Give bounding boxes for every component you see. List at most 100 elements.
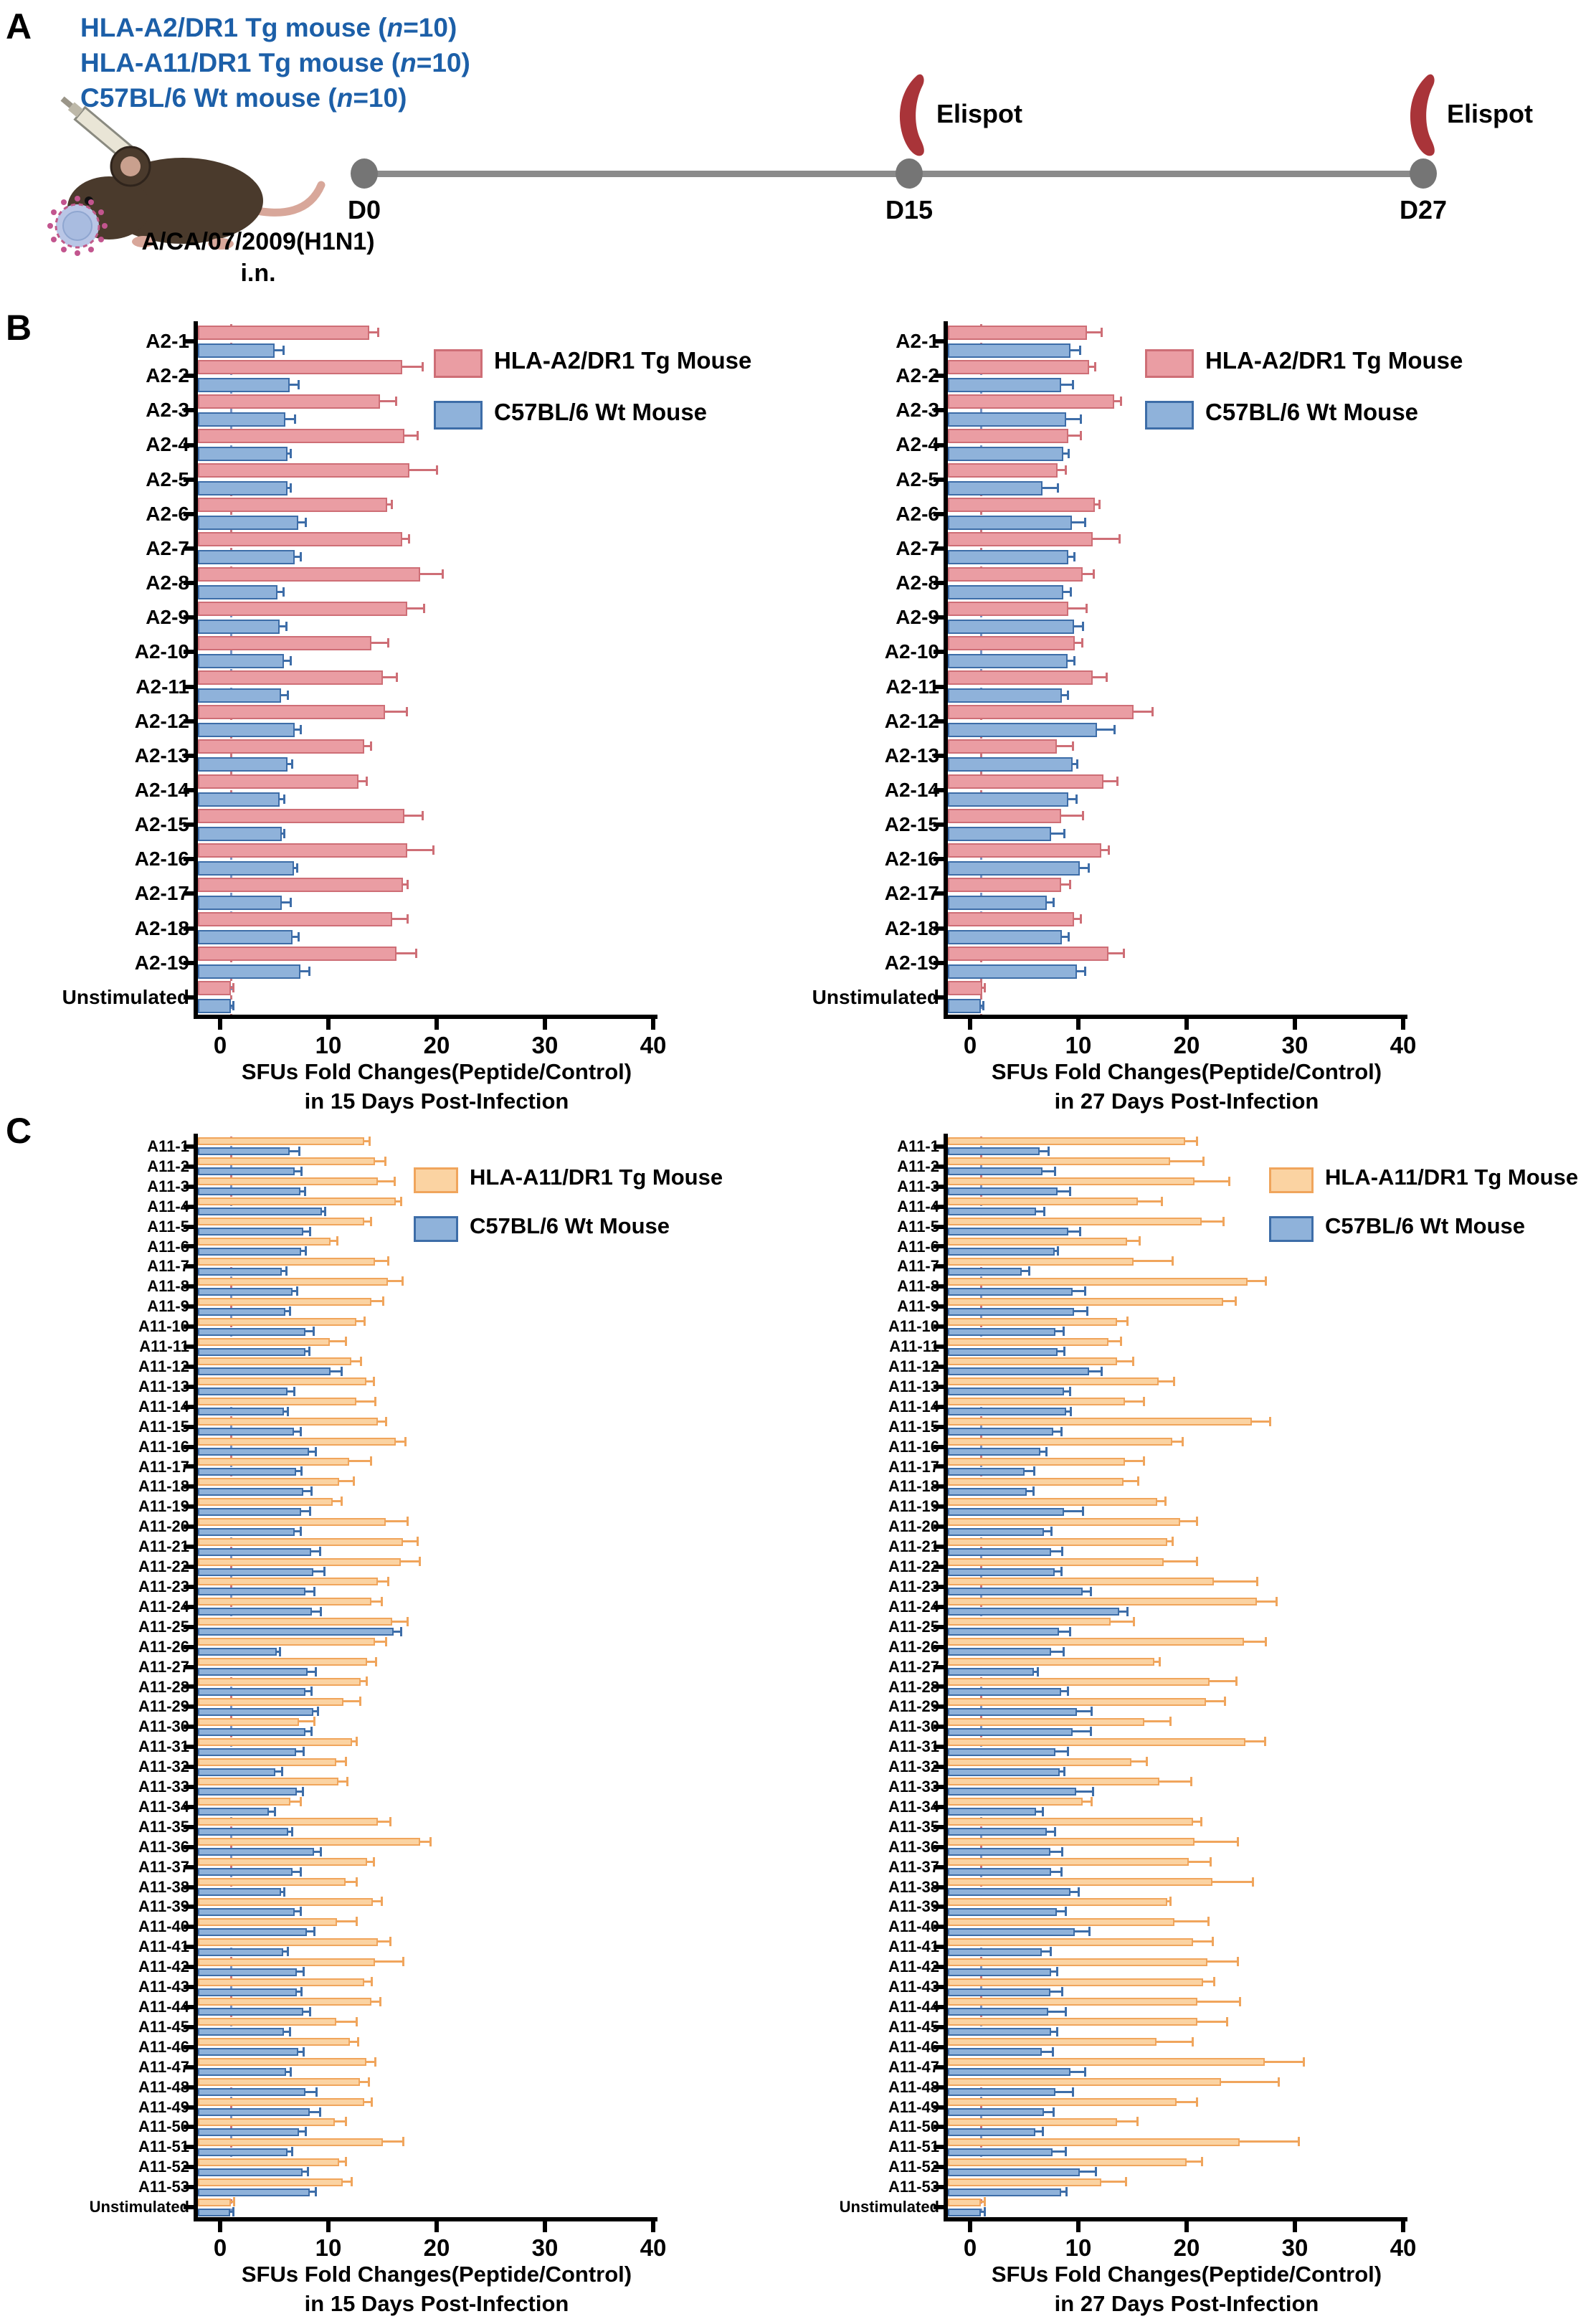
error-cap [1051,2046,1054,2057]
bar-A2-5-s1 [198,481,288,496]
bar-Unstimulated-s1 [948,2208,982,2216]
error-cap [1195,1557,1198,1566]
error-bar [1164,1560,1197,1562]
bar-A11-5-s0 [198,1218,364,1226]
error-bar [280,1890,285,1893]
bar-A11-36-s1 [198,1848,315,1856]
bar-A11-20-s0 [198,1517,386,1526]
error-bar [356,1400,375,1403]
error-cap [312,1327,315,1337]
bar-A11-13-s1 [948,1388,1065,1396]
error-bar [343,1700,360,1703]
error-cap [1123,949,1126,959]
category-tick [934,1604,944,1609]
category-label: A2-4 [896,433,939,456]
bar-A11-35-s0 [948,1818,1194,1826]
legend-swatch-s1 [1269,1216,1314,1242]
error-cap [1066,1747,1069,1757]
error-cap [290,897,293,907]
error-cap [1089,1586,1092,1596]
category-label: A2-10 [134,640,189,663]
category-label: A11-8 [147,1277,189,1296]
error-bar [374,1960,404,1963]
category-label: A11-27 [138,1657,189,1676]
legend-label-s0: HLA-A11/DR1 Tg Mouse [1325,1164,1579,1190]
x-axis-title-line2: in 27 Days Post-Infection [1054,1089,1319,1114]
error-cap [1119,1337,1122,1347]
category-tick [934,684,944,689]
error-cap [1212,1937,1215,1947]
category-label: A11-26 [138,1637,189,1656]
error-cap [1078,1887,1080,1897]
x-axis-line [944,2217,1407,2221]
error-cap [1057,483,1060,493]
bar-A11-44-s1 [198,2008,304,2016]
category-label: A2-3 [896,399,939,422]
error-bar [284,1410,288,1413]
error-cap [1164,1497,1167,1507]
error-cap [374,1396,376,1406]
error-cap [1276,1596,1278,1606]
error-bar [382,676,397,679]
category-tick [184,2125,194,2130]
error-cap [1172,1256,1174,1266]
error-bar [1138,1200,1162,1203]
error-bar [1167,1900,1171,1903]
error-bar [297,1790,303,1793]
error-cap [1113,725,1116,735]
category-label: A11-28 [888,1677,939,1696]
category-label: A11-31 [888,1737,939,1756]
category-tick [184,1704,194,1709]
bar-A11-40-s1 [198,1927,307,1936]
error-cap [1078,345,1081,355]
category-tick [184,546,194,551]
category-tick [934,891,944,896]
error-bar [1073,1730,1091,1733]
category-tick [184,2205,194,2210]
bar-A2-2-s0 [948,359,1090,374]
bar-A11-14-s0 [198,1398,357,1406]
category-tick [184,1644,194,1649]
category-label: A11-34 [138,1797,189,1816]
error-bar [331,1370,342,1372]
category-tick [184,1584,194,1589]
error-cap [279,1646,282,1656]
x-tick-label: 40 [640,2234,667,2261]
bar-A2-13-s0 [198,739,364,754]
category-label: A11-11 [139,1337,189,1356]
error-cap [387,1256,390,1266]
error-bar [374,1159,385,1162]
category-label: A11-27 [888,1657,939,1676]
bar-A11-32-s0 [198,1758,336,1766]
error-cap [1068,449,1070,459]
bar-A2-6-s1 [948,516,1072,531]
category-tick [934,1324,944,1329]
bar-A11-29-s0 [198,1697,344,1706]
x-tick [218,2221,222,2232]
category-tick [184,926,194,931]
spleen-icon [899,74,924,156]
bar-A11-23-s1 [948,1588,1083,1596]
category-tick [184,1244,194,1249]
bar-A11-24-s1 [948,1608,1120,1616]
bar-A11-37-s0 [948,1858,1189,1867]
error-cap [1303,2057,1306,2067]
category-label: A11-19 [888,1497,939,1516]
category-tick [934,1844,944,1849]
category-tick [184,891,194,896]
category-label: A11-30 [138,1717,189,1736]
error-cap [290,2147,293,2157]
error-bar [280,625,287,627]
category-tick [934,1684,944,1689]
error-cap [369,1216,372,1226]
bar-A11-25-s1 [948,1628,1059,1636]
error-cap [1068,1186,1071,1196]
bar-A11-6-s1 [198,1247,302,1256]
category-label: A2-5 [896,468,939,490]
category-label: A11-18 [888,1477,939,1496]
bar-A11-7-s0 [198,1257,375,1266]
error-bar [367,1660,376,1663]
error-cap [1049,1947,1052,1957]
bar-A11-30-s1 [198,1727,306,1736]
category-tick [934,511,944,516]
